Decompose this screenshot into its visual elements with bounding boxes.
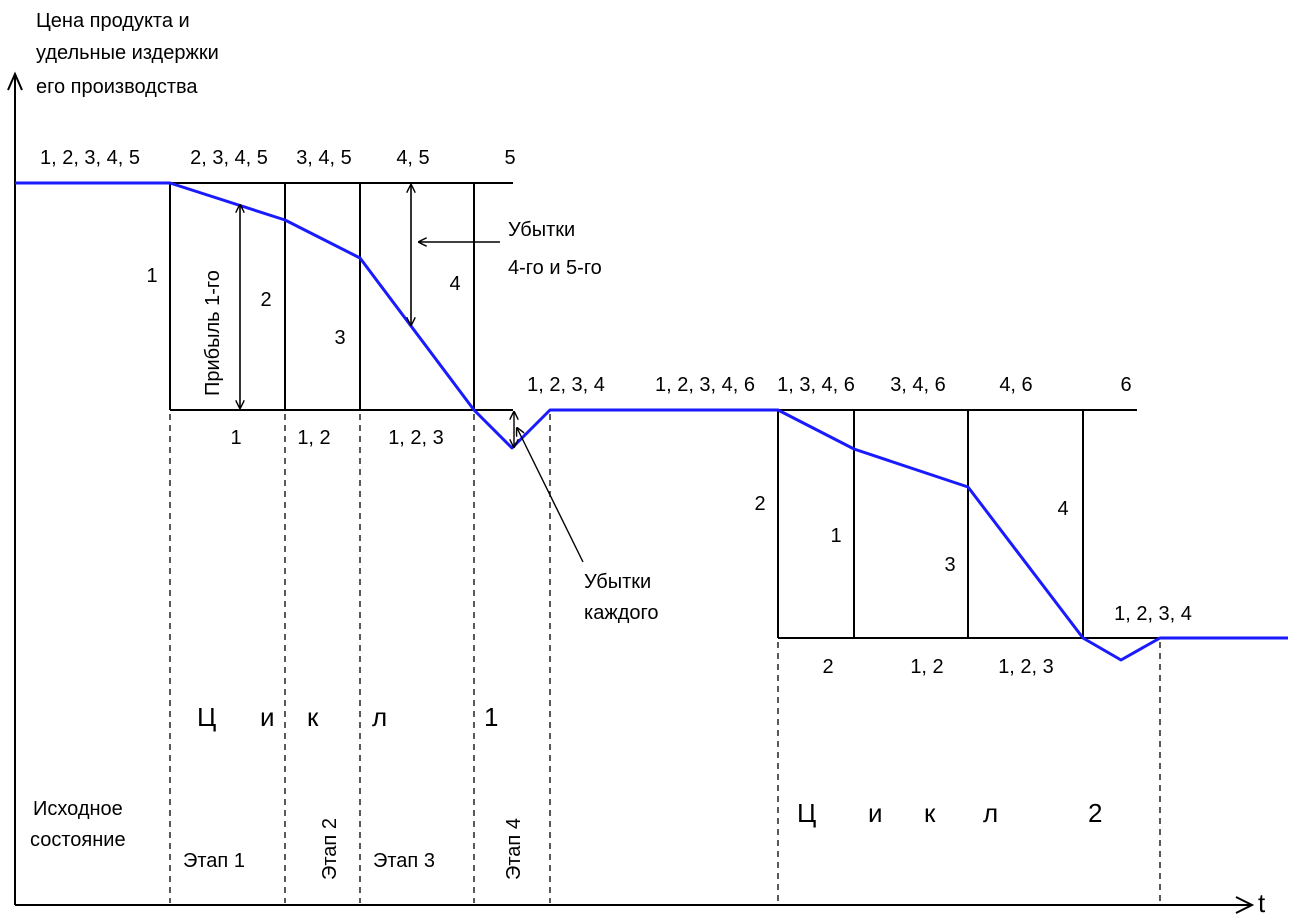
cycle-1-title-letter: л	[372, 702, 387, 732]
cycle-2-top-label: 6	[1120, 374, 1131, 396]
cycle-1-title-letter: 1	[484, 702, 498, 732]
losses-each-label: каждого	[584, 602, 658, 624]
y-axis-title-line-3: его производства	[36, 76, 198, 98]
y-axis-title-line-2: удельные издержки	[36, 42, 219, 64]
cycle-2-title-letter: 2	[1088, 798, 1102, 828]
cycle-2-title-letter: и	[868, 798, 883, 828]
cycle-1-bottom-label: 1	[230, 427, 241, 449]
initial-state-label: состояние	[30, 829, 126, 851]
cycle-2-title-letter: л	[983, 798, 998, 828]
cycle-1-top-label: 4, 5	[396, 147, 429, 169]
cycle-2-bottom-label: 1, 2, 3	[998, 656, 1054, 678]
losses-each-label: Убытки	[584, 571, 651, 593]
cycle-1-title-letter: к	[307, 702, 319, 732]
cycle-1-bottom-label: 1, 2	[297, 427, 330, 449]
cycle-1-top-label: 1, 2, 3, 4, 5	[40, 147, 140, 169]
y-axis-arrow-icon	[7, 71, 23, 91]
losses-4-5-label: 4-го и 5-го	[508, 257, 602, 279]
cycle-2-top-label: 3, 4, 6	[890, 374, 946, 396]
cycle-1-title-letter: Ц	[197, 702, 216, 732]
cycle-1-top-label: 5	[504, 147, 515, 169]
cycle-1-column-label: 3	[334, 327, 345, 349]
losses-each-pointer	[517, 428, 584, 563]
cycle-1-title-letter: и	[260, 702, 275, 732]
cycle-2-column-label: 1	[830, 525, 841, 547]
cycle-1-column-label: 1	[146, 265, 157, 287]
cycle-2-top-label: 1, 2, 3, 4	[527, 374, 605, 396]
cycle-1-top-label: 3, 4, 5	[296, 147, 352, 169]
cycle-1-top-label: 2, 3, 4, 5	[190, 147, 268, 169]
cycle-2-column-label: 2	[754, 493, 765, 515]
cycle-2-bottom-label: 2	[822, 656, 833, 678]
stage-3-label: Этап 3	[373, 850, 435, 872]
y-axis-title-line-1: Цена продукта и	[36, 10, 190, 32]
losses-4-5-label: Убытки	[508, 219, 575, 241]
x-axis-label: t	[1258, 888, 1266, 915]
cycle-2-top-label: 1, 3, 4, 6	[777, 374, 855, 396]
cycle-1-column-label: 2	[260, 289, 271, 311]
cycle-2-top-label: 4, 6	[999, 374, 1032, 396]
cycle-1-frame	[169, 182, 513, 411]
cycle-1-bottom-label: 1, 2, 3	[388, 427, 444, 449]
cycle-1-column-label: 4	[449, 273, 460, 295]
stage-4-label: Этап 4	[503, 818, 525, 880]
x-axis-arrow-icon	[1235, 896, 1255, 914]
unit-cost-curve	[15, 181, 1288, 662]
cycle-2-column-label: 4	[1057, 498, 1068, 520]
cycle-2-bottom-label: 1, 2	[910, 656, 943, 678]
stage-2-label: Этап 2	[319, 818, 341, 880]
cycle-2-column-label: 3	[944, 554, 955, 576]
cycle-2-title-letter: к	[924, 798, 936, 828]
stage-1-label: Этап 1	[183, 850, 245, 872]
cycle-2-title-letter: Ц	[797, 798, 816, 828]
cycle-2-after-label: 1, 2, 3, 4	[1114, 603, 1192, 625]
profit-label: Прибыль 1-го	[202, 270, 224, 396]
cycle-2-top-label: 1, 2, 3, 4, 6	[655, 374, 755, 396]
initial-state-label: Исходное	[33, 798, 123, 820]
